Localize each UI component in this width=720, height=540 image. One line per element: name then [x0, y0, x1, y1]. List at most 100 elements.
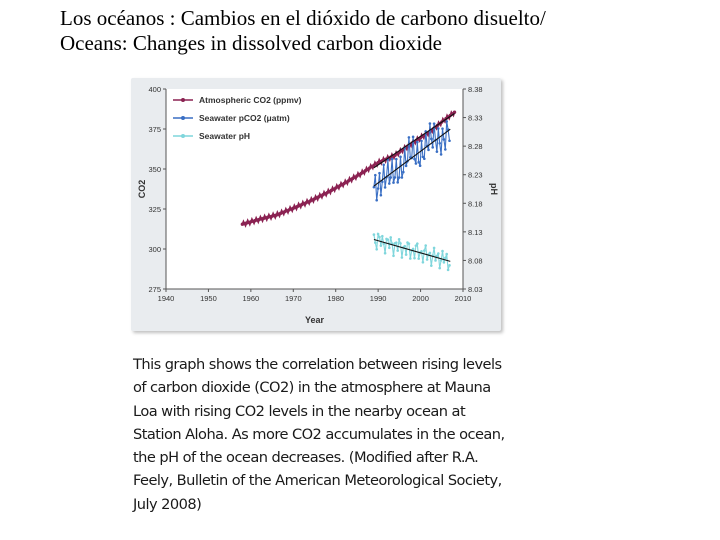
caption-line: of carbon dioxide (CO2) in the atmospher…: [133, 379, 491, 397]
y2-tick-label: 8.13: [468, 228, 483, 237]
y2-tick-label: 8.38: [468, 85, 483, 94]
seawater-pco2-point: [411, 135, 415, 139]
seawater-ph-point: [372, 233, 376, 236]
x-tick-label: 2010: [455, 294, 472, 303]
seawater-pco2-point: [441, 127, 444, 130]
seawater-pco2-point: [423, 157, 426, 161]
legend-label: Atmospheric CO2 (ppmv): [199, 95, 302, 105]
seawater-ph-point: [397, 237, 401, 241]
seawater-pco2-point: [396, 181, 400, 184]
seawater-ph-point: [399, 242, 402, 245]
seawater-ph-point: [416, 242, 419, 245]
seawater-pco2-point: [435, 150, 439, 153]
seawater-ph-point: [442, 261, 446, 264]
seawater-ph-point: [448, 264, 451, 267]
seawater-pco2-point: [375, 198, 379, 202]
y2-tick-label: 8.23: [468, 171, 483, 180]
seawater-pco2-point: [442, 138, 446, 141]
seawater-ph-point: [374, 241, 377, 244]
seawater-pco2-point: [379, 193, 383, 197]
seawater-ph-point: [395, 241, 398, 244]
seawater-ph-point: [420, 250, 423, 253]
legend-swatch-marker: [181, 134, 185, 138]
seawater-pco2-point: [407, 136, 411, 139]
trend-line-seawater-ph: [373, 238, 451, 262]
seawater-pco2-point: [389, 176, 393, 179]
seawater-ph-point: [438, 266, 442, 270]
seawater-pco2-point: [439, 153, 443, 156]
seawater-pco2-point: [381, 180, 384, 184]
x-tick-label: 2000: [412, 294, 429, 303]
seawater-pco2-point: [399, 155, 402, 159]
seawater-ph-point: [400, 256, 404, 259]
seawater-ph-point: [417, 257, 421, 260]
y2-tick-label: 8.03: [468, 285, 483, 294]
seawater-ph-point: [432, 246, 436, 250]
seawater-ph-point: [375, 248, 379, 251]
seawater-ph-point: [382, 242, 386, 246]
caption-line: the pH of the ocean decreases. (Modified…: [133, 449, 479, 467]
y-tick-label: 400: [148, 85, 161, 94]
seawater-pco2-point: [402, 170, 405, 174]
seawater-ph-point: [425, 258, 429, 261]
seawater-ph-point: [446, 268, 450, 272]
y-tick-label: 300: [148, 245, 161, 254]
seawater-pco2-point: [437, 127, 440, 130]
trend-line-seawater-pco2: [373, 128, 451, 187]
seawater-ph-point: [379, 244, 383, 247]
trend-line-atmospheric-co2: [373, 113, 455, 169]
legend-swatch-marker: [181, 116, 185, 120]
title-line-spanish: Los océanos : Cambios en el dióxido de c…: [60, 6, 546, 30]
seawater-pco2-point: [445, 120, 449, 123]
seawater-ph-point: [423, 249, 426, 252]
seawater-ph-point: [378, 235, 381, 239]
y2-tick-label: 8.33: [468, 114, 483, 123]
seawater-ph-point: [441, 249, 444, 253]
x-axis-label: Year: [305, 315, 325, 325]
seawater-ph-point: [430, 264, 433, 267]
co2-ph-chart: 1940 1950 1960 1970 1980 1990 2000 2010 275 300 32…: [137, 85, 499, 325]
y-tick-label: 350: [148, 165, 161, 174]
seawater-ph-point: [411, 247, 415, 251]
y-tick-label: 375: [148, 125, 161, 134]
seawater-ph-point: [376, 232, 380, 236]
seawater-ph-point: [428, 251, 432, 255]
seawater-pco2-point: [430, 137, 433, 141]
chart-frame: 1940 1950 1960 1970 1980 1990 2000 2010 275 300 32…: [131, 78, 501, 331]
seawater-pco2-point: [448, 139, 451, 143]
plot-area: [166, 89, 463, 289]
seawater-ph-point: [444, 256, 447, 260]
y2-tick-label: 8.28: [468, 142, 483, 151]
seawater-pco2-point: [417, 160, 421, 164]
seawater-ph-point: [409, 257, 412, 260]
caption-line: Station Aloha. As more CO2 accumulates i…: [133, 425, 505, 443]
seawater-ph-point: [383, 251, 387, 255]
atmospheric-co2-point: [452, 110, 457, 114]
seawater-pco2-point: [393, 176, 397, 179]
caption-line: Feely, Bulletin of the American Meteorol…: [133, 472, 502, 490]
seawater-pco2-point: [404, 164, 408, 168]
y-tick-label: 325: [148, 205, 161, 214]
seawater-pco2-point: [421, 155, 425, 159]
seawater-ph-point: [392, 254, 395, 258]
seawater-pco2-point: [432, 122, 436, 125]
x-tick-label: 1960: [243, 294, 260, 303]
seawater-pco2-point: [427, 148, 430, 152]
seawater-pco2-point: [383, 186, 387, 189]
seawater-ph-point: [414, 244, 418, 247]
seawater-pco2-point: [416, 140, 419, 144]
seawater-pco2-point: [438, 141, 442, 145]
seawater-ph-point: [403, 244, 407, 248]
seawater-pco2-point: [382, 163, 386, 167]
seawater-ph-point: [435, 254, 439, 258]
seawater-ph-point: [404, 253, 408, 256]
seawater-ph-point: [389, 236, 393, 239]
seawater-ph-point: [386, 238, 390, 241]
seawater-pco2-point: [374, 173, 377, 177]
seawater-pco2-point: [414, 162, 418, 165]
seawater-pco2-point: [431, 146, 435, 149]
seawater-ph-point: [434, 259, 437, 262]
seawater-pco2-point: [413, 157, 416, 161]
x-tick-label: 1940: [158, 294, 175, 303]
seawater-pco2-point: [378, 171, 381, 175]
